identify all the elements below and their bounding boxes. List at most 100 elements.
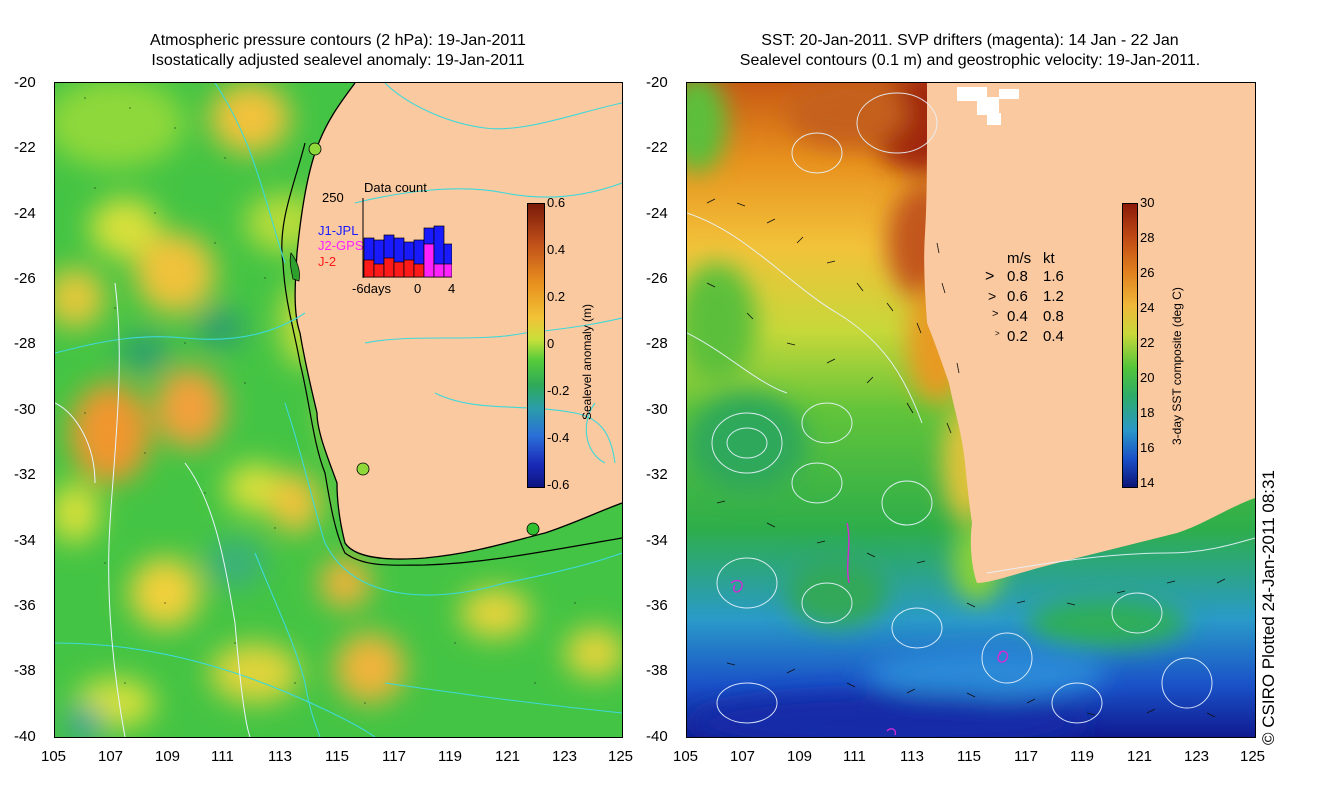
australia-landmass-sst [924, 83, 1255, 583]
sealevel-colorbar [527, 203, 545, 488]
x-tick: 121 [1127, 748, 1153, 765]
y-tick: -24 [14, 205, 36, 222]
x-tick: 111 [843, 748, 866, 765]
pressure-contours [55, 83, 622, 737]
cb-tick: 26 [1140, 265, 1155, 280]
inset-histogram [362, 198, 452, 278]
x-tick: 117 [1014, 748, 1038, 765]
x-tick: 117 [382, 748, 406, 765]
y-tick: -38 [646, 662, 668, 679]
sst-map-graphic [687, 83, 1255, 737]
sealevel-colorbar-label: Sealevel anomaly (m) [580, 303, 594, 420]
y-tick: -38 [14, 662, 36, 679]
x-tick: 107 [98, 748, 124, 765]
x-tick: 119 [1070, 748, 1094, 765]
marker-circle [308, 142, 322, 156]
drifter-tracks [730, 522, 1009, 736]
y-tick: -34 [14, 532, 36, 549]
sealevel-colorbar-ticks: 0.6 0.4 0.2 0 -0.2 -0.4 -0.6 [547, 195, 587, 495]
x-tick: 107 [730, 748, 756, 765]
speed-arrow-icon: > [988, 288, 997, 304]
y-tick: -40 [14, 728, 36, 745]
cb-tick: 20 [1140, 370, 1155, 385]
x-tick: 121 [495, 748, 521, 765]
x-tick: 111 [211, 748, 234, 765]
stipple-dots [84, 97, 576, 704]
left-title: Atmospheric pressure contours (2 hPa): 1… [55, 31, 621, 71]
data-count-inset: Data count 250 J1-JPL J2-GPS J-2 -6day [318, 178, 458, 298]
cb-tick: 16 [1140, 440, 1155, 455]
right-title-line2: Sealevel contours (0.1 m) and geostrophi… [739, 52, 1201, 69]
inset-xlabel-zero: 0 [414, 281, 422, 296]
white-contours [55, 282, 251, 737]
cb-tick: 0.2 [547, 289, 566, 304]
cloud-mask [957, 87, 1019, 125]
sealevel-contours [687, 92, 1255, 724]
inset-legend-j2: J-2 [318, 254, 337, 269]
y-tick: -28 [646, 335, 668, 352]
cb-tick: -0.4 [547, 430, 570, 445]
cb-tick: 0 [547, 336, 555, 351]
x-tick: 119 [438, 748, 462, 765]
y-tick: -30 [14, 401, 36, 418]
speed-arrow-icon: > [985, 268, 995, 285]
inset-ymax-label: 250 [322, 190, 344, 205]
cb-tick: 14 [1140, 475, 1155, 490]
y-tick: -30 [646, 401, 668, 418]
y-tick: -40 [646, 728, 668, 745]
speed-row-kt: 1.6 [1043, 268, 1064, 285]
speed-legend: m/s kt > 0.8 1.6 > 0.6 1.2 > 0.4 0.8 > 0… [985, 250, 1105, 350]
cb-tick: 30 [1140, 195, 1155, 210]
cb-tick: -0.6 [547, 477, 570, 492]
cb-tick: 28 [1140, 230, 1155, 245]
left-title-line2: Isostatically adjusted sealevel anomaly:… [151, 52, 525, 69]
x-tick: 109 [787, 748, 813, 765]
y-tick: -22 [14, 139, 36, 156]
right-title-line1: SST: 20-Jan-2011. SVP drifters (magenta)… [761, 32, 1179, 49]
sst-map [686, 82, 1256, 738]
left-title-line1: Atmospheric pressure contours (2 hPa): 1… [150, 32, 526, 49]
speed-arrow-icon: > [995, 329, 1000, 338]
y-tick: -28 [14, 335, 36, 352]
y-tick: -26 [14, 270, 36, 287]
sst-colorbar-ticks: 30 28 26 24 22 20 18 16 14 [1140, 195, 1180, 495]
speed-legend-ms-header: m/s [1007, 250, 1032, 267]
x-tick: 123 [1184, 748, 1210, 765]
cb-tick: 22 [1140, 335, 1155, 350]
x-tick: 113 [268, 748, 292, 765]
speed-row-kt: 0.8 [1043, 308, 1064, 325]
x-tick: 115 [957, 748, 981, 765]
inset-legend-j2gps: J2-GPS [318, 238, 364, 253]
speed-row-kt: 0.4 [1043, 328, 1064, 345]
y-tick: -26 [646, 270, 668, 287]
y-tick: -22 [646, 139, 668, 156]
x-tick: 123 [552, 748, 578, 765]
coastline [294, 83, 622, 560]
sst-colorbar [1122, 203, 1138, 488]
y-tick: -32 [14, 466, 36, 483]
y-tick: -20 [14, 74, 36, 91]
x-tick: 115 [325, 748, 349, 765]
y-tick: -32 [646, 466, 668, 483]
credit-text: © CSIRO Plotted 24-Jan-2011 08:31 [1259, 470, 1278, 745]
right-title: SST: 20-Jan-2011. SVP drifters (magenta)… [686, 31, 1254, 71]
cb-tick: 0.4 [547, 242, 566, 257]
velocity-arrows [706, 198, 1226, 718]
inset-xlabel-start: -6days [352, 281, 392, 296]
inset-title: Data count [364, 180, 427, 195]
speed-row-ms: 0.2 [1007, 328, 1028, 345]
y-tick: -34 [646, 532, 668, 549]
y-tick: -36 [646, 597, 668, 614]
speed-row-kt: 1.2 [1043, 288, 1064, 305]
speed-arrow-icon: > [992, 308, 999, 320]
speed-legend-kt-header: kt [1043, 250, 1055, 267]
x-tick: 125 [1240, 748, 1266, 765]
x-tick: 113 [900, 748, 924, 765]
cb-tick: 0.6 [547, 195, 566, 210]
cb-tick: 24 [1140, 300, 1155, 315]
x-tick: 105 [41, 748, 67, 765]
inset-legend-j1: J1-JPL [318, 223, 359, 238]
y-tick: -20 [646, 74, 668, 91]
x-tick: 105 [673, 748, 699, 765]
inset-xlabel-end: 4 [448, 281, 456, 296]
